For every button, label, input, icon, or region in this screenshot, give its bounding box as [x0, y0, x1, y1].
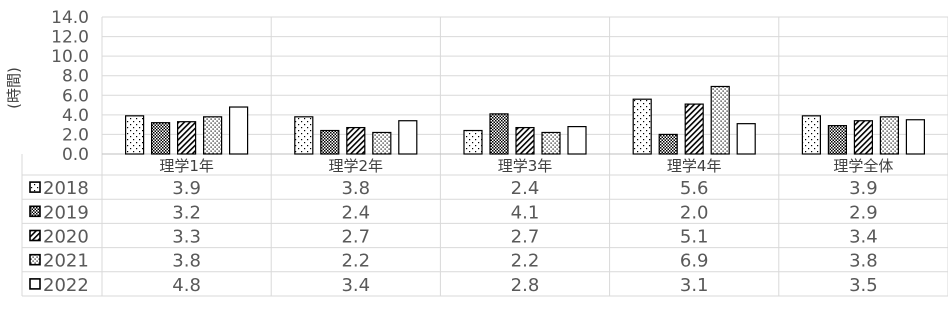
table-cell-value: 2.2	[341, 251, 370, 272]
bar	[879, 116, 900, 155]
y-axis-label: (時間)	[5, 67, 23, 109]
bar	[294, 116, 314, 155]
table-cell-value: 2.2	[511, 251, 540, 272]
y-tick-label: 14.0	[51, 8, 89, 28]
bar	[541, 131, 561, 155]
bar	[905, 119, 926, 155]
legend-key	[29, 253, 41, 266]
table-cell-value: 4.1	[511, 202, 540, 223]
y-tick-label: 2.0	[62, 125, 89, 145]
table-cell-value: 3.5	[849, 275, 878, 296]
y-tick-label: 8.0	[62, 67, 89, 87]
table-cell-value: 2.7	[511, 227, 540, 248]
bar	[320, 129, 340, 155]
bar	[398, 120, 418, 155]
table-cell-value: 2.8	[511, 275, 540, 296]
bar	[632, 98, 652, 155]
bar	[853, 120, 874, 155]
table-cell-value: 3.8	[341, 178, 370, 199]
legend-key	[29, 181, 41, 193]
bar	[515, 126, 535, 155]
y-tick-label: 10.0	[51, 47, 89, 67]
table-cell-value: 3.9	[849, 178, 878, 199]
bars	[124, 85, 926, 155]
bar	[827, 125, 848, 155]
table-cell-value: 3.4	[341, 275, 370, 296]
category-label: 理学3年	[498, 157, 553, 175]
bar	[177, 121, 197, 155]
bar	[489, 113, 509, 155]
table-cell-value: 3.9	[172, 178, 201, 199]
bar	[684, 103, 704, 155]
table-cell-value: 5.6	[680, 178, 709, 199]
category-label: 理学2年	[329, 157, 384, 175]
table-cell-value: 3.3	[172, 227, 201, 248]
table-cell-value: 3.2	[172, 202, 201, 223]
table-cell-value: 4.8	[172, 275, 201, 296]
category-label: 理学全体	[833, 157, 893, 175]
table-cell-value: 3.8	[172, 251, 201, 272]
bar	[736, 123, 756, 155]
y-tick-label: 12.0	[51, 28, 89, 48]
table-cell-value: 3.8	[849, 251, 878, 272]
bar	[801, 115, 822, 155]
y-tick-label: 0.0	[62, 145, 89, 165]
table-cell-value: 2.4	[341, 202, 370, 223]
y-tick-label: 6.0	[62, 86, 89, 106]
legend-key	[29, 229, 41, 242]
legend-key	[29, 205, 41, 218]
y-axis-ticks: 14.012.010.08.06.04.02.00.0	[51, 8, 89, 165]
table-cell-value: 2.7	[341, 227, 370, 248]
category-label: 理学4年	[667, 157, 722, 175]
table-cell-value: 3.1	[680, 275, 709, 296]
table-cell-value: 6.9	[680, 251, 709, 272]
bar	[463, 129, 483, 155]
bar	[710, 85, 730, 155]
bar	[372, 131, 392, 155]
series-name: 2020	[43, 227, 89, 248]
bar	[567, 125, 587, 155]
legend-key	[29, 278, 41, 290]
table-cell-value: 2.0	[680, 202, 709, 223]
data-table: 理学1年 理学2年 理学3年 理学4年 理学全体 2018 3.9 3.8 2.4 5.6 3.9 2…	[29, 157, 893, 296]
bar	[229, 106, 249, 155]
bar	[346, 126, 366, 155]
series-name: 2021	[43, 251, 89, 272]
bar	[658, 133, 678, 155]
y-tick-label: 4.0	[62, 106, 89, 126]
bar	[124, 115, 145, 155]
table-cell-value: 3.4	[849, 227, 878, 248]
table-cell-value: 2.9	[849, 202, 878, 223]
table-cell-value: 5.1	[680, 227, 709, 248]
series-name: 2018	[43, 178, 89, 199]
table-cell-value: 2.4	[511, 178, 540, 199]
series-name: 2022	[43, 275, 89, 296]
series-name: 2019	[43, 202, 89, 223]
bar	[151, 122, 171, 155]
category-label: 理学1年	[159, 157, 214, 175]
bar	[203, 116, 223, 155]
